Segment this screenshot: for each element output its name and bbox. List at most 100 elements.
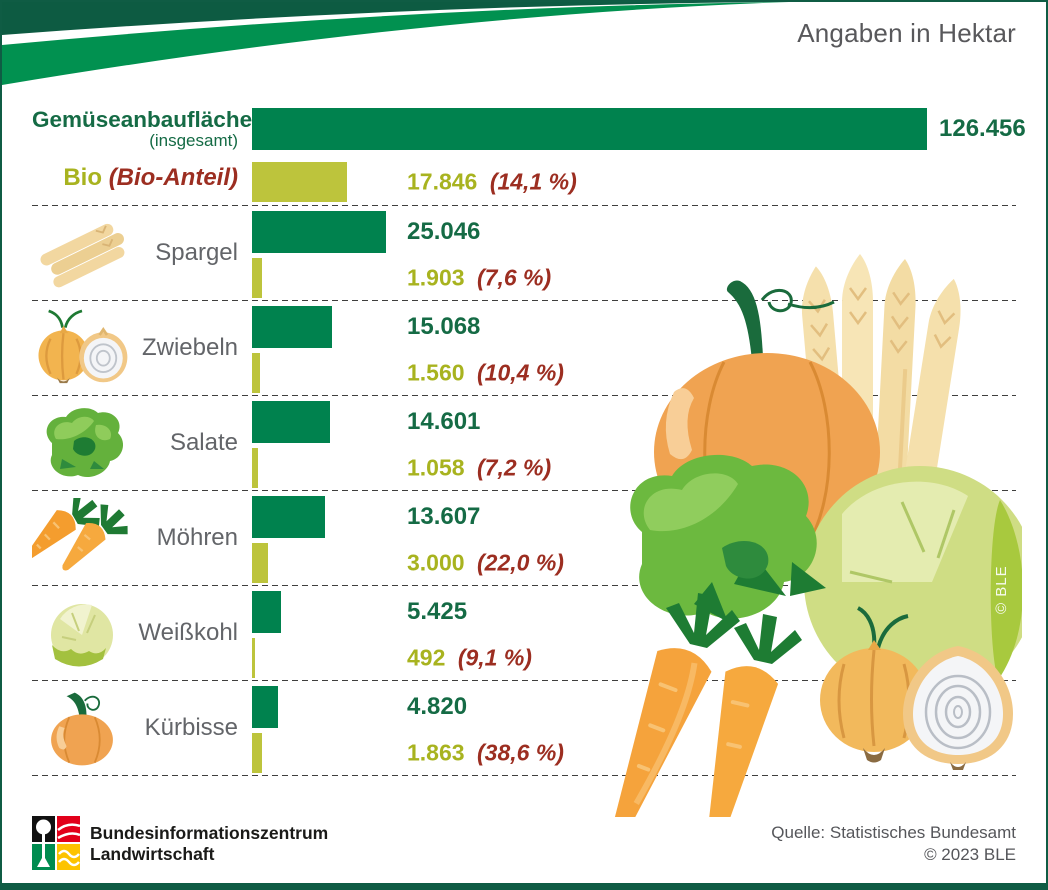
bio-total-percent: (14,1 %) <box>489 168 577 195</box>
lettuce-illustration <box>630 454 826 622</box>
row-label: Zwiebeln <box>141 334 238 361</box>
row-label: Salate <box>169 429 238 456</box>
row-bars: 5.425 492 (9,1 %) <box>238 586 1016 680</box>
row-label: Kürbisse <box>144 714 238 741</box>
row-bars: 25.046 1.903 (7,6 %) <box>238 206 1016 300</box>
total-row: Gemüseanbaufläche (insgesamt) 126.456 <box>32 107 1026 156</box>
kuerbisse-bio-value: 1.863 (38,6 %) <box>407 740 564 767</box>
page-title: Angaben in Hektar <box>797 18 1016 48</box>
pumpkin-icon <box>32 681 132 775</box>
bio-percent: (38,6 %) <box>477 739 564 766</box>
zwiebeln-bar <box>252 306 332 348</box>
footer: Bundesinformationszentrum Landwirtschaft… <box>32 816 1016 872</box>
bio-number: 1.903 <box>407 264 465 291</box>
bio-total-value: 17.846 (14,1 %) <box>407 169 577 196</box>
bio-total-row: Bio (Bio-Anteil) 17.846 (14,1 %) <box>32 156 1016 205</box>
row-bars: 14.601 1.058 (7,2 %) <box>238 396 1016 490</box>
copyright-text: © 2023 BLE <box>924 845 1016 864</box>
bio-number: 3.000 <box>407 549 465 576</box>
onions-illustration <box>820 606 1013 770</box>
weisskohl-bio-bar <box>252 638 255 678</box>
salate-value: 14.601 <box>407 408 481 435</box>
total-label-sub: (insgesamt) <box>149 131 238 151</box>
bio-percent: (7,2 %) <box>477 454 552 481</box>
row-label: Weißkohl <box>138 619 238 646</box>
dashed-separator <box>32 680 1016 681</box>
bio-total-label: Bio (Bio-Anteil) <box>32 165 238 191</box>
row-bars: 15.068 1.560 (10,4 %) <box>238 301 1016 395</box>
publisher-name: Bundesinformationszentrum Landwirtschaft <box>90 823 328 864</box>
row-salate: Salate 14.601 1.058 (7,2 %) <box>32 396 1016 490</box>
cabbage-icon <box>32 586 132 680</box>
dashed-separator <box>32 205 1016 206</box>
bio-number: 492 <box>407 644 446 671</box>
lettuce-icon <box>32 396 132 490</box>
carrots-illustration <box>610 648 779 817</box>
spargel-value: 25.046 <box>407 218 481 245</box>
moehren-value: 13.607 <box>407 503 481 530</box>
total-label: Gemüseanbaufläche (insgesamt) <box>32 107 253 151</box>
weisskohl-bar <box>252 591 281 633</box>
carrot-icon <box>32 491 132 585</box>
salate-bio-value: 1.058 (7,2 %) <box>407 455 551 482</box>
spargel-bio-bar <box>252 258 262 298</box>
bio-subword: (Bio-Anteil) <box>108 164 238 191</box>
bio-total-number: 17.846 <box>407 168 478 195</box>
dashed-separator <box>32 300 1016 301</box>
vegetables-illustration: © BLE <box>610 254 1022 817</box>
kuerbisse-value: 4.820 <box>407 693 468 720</box>
publisher-line1: Bundesinformationszentrum <box>90 823 329 844</box>
cabbage-illustration: © BLE <box>804 466 1022 698</box>
row-label: Spargel <box>155 239 238 266</box>
row-moehren: Möhren 13.607 3.000 (22,0 %) <box>32 491 1016 585</box>
row-zwiebeln: Zwiebeln 15.068 1.560 (10,4 %) <box>32 301 1016 395</box>
bottom-border-decoration <box>2 883 1046 888</box>
bio-number: 1.863 <box>407 739 465 766</box>
spargel-bar <box>252 211 386 253</box>
dashed-separator <box>32 775 1016 776</box>
header-swoosh-decoration <box>2 2 789 85</box>
dashed-separator <box>32 490 1016 491</box>
row-weisskohl: Weißkohl 5.425 492 (9,1 %) <box>32 586 1016 680</box>
bio-percent: (10,4 %) <box>477 359 564 386</box>
publisher-line2: Landwirtschaft <box>90 844 215 864</box>
bio-word: Bio <box>63 164 103 191</box>
bio-number: 1.560 <box>407 359 465 386</box>
total-label-main: Gemüseanbaufläche <box>32 107 253 132</box>
carrot-greens-illustration <box>666 593 802 664</box>
bio-percent: (9,1 %) <box>457 644 532 671</box>
bio-total-bar <box>252 162 347 202</box>
row-bars: 4.820 1.863 (38,6 %) <box>238 681 1016 775</box>
moehren-bar <box>252 496 325 538</box>
zwiebeln-value: 15.068 <box>407 313 481 340</box>
illustration-credit: © BLE <box>993 565 1010 614</box>
source-text: Quelle: Statistisches Bundesamt <box>771 822 1016 842</box>
publisher-block: Bundesinformationszentrum Landwirtschaft <box>32 816 328 872</box>
bio-percent: (7,6 %) <box>477 264 552 291</box>
salate-bio-bar <box>252 448 258 488</box>
onion-icon <box>32 301 132 395</box>
bio-percent: (22,0 %) <box>477 549 564 576</box>
asparagus-icon <box>32 206 132 300</box>
weisskohl-bio-value: 492 (9,1 %) <box>407 645 532 672</box>
row-bars: 13.607 3.000 (22,0 %) <box>238 491 1016 585</box>
zwiebeln-bio-bar <box>252 353 260 393</box>
kuerbisse-bio-bar <box>252 733 262 773</box>
row-label: Möhren <box>156 524 238 551</box>
row-spargel: Spargel 25.046 1.903 (7,6 %) <box>32 206 1016 300</box>
moehren-bio-value: 3.000 (22,0 %) <box>407 550 564 577</box>
moehren-bio-bar <box>252 543 268 583</box>
zwiebeln-bio-value: 1.560 (10,4 %) <box>407 360 564 387</box>
total-value: 126.456 <box>939 115 1026 142</box>
source-block: Quelle: Statistisches Bundesamt © 2023 B… <box>771 822 1016 866</box>
total-bar <box>252 108 927 150</box>
kuerbisse-bar <box>252 686 278 728</box>
bar-chart: Gemüseanbaufläche (insgesamt) 126.456 Bi… <box>32 107 1026 776</box>
weisskohl-value: 5.425 <box>407 598 468 625</box>
salate-bar <box>252 401 330 443</box>
bio-number: 1.058 <box>407 454 465 481</box>
dashed-separator <box>32 395 1016 396</box>
bzl-logo <box>32 816 80 870</box>
dashed-separator <box>32 585 1016 586</box>
